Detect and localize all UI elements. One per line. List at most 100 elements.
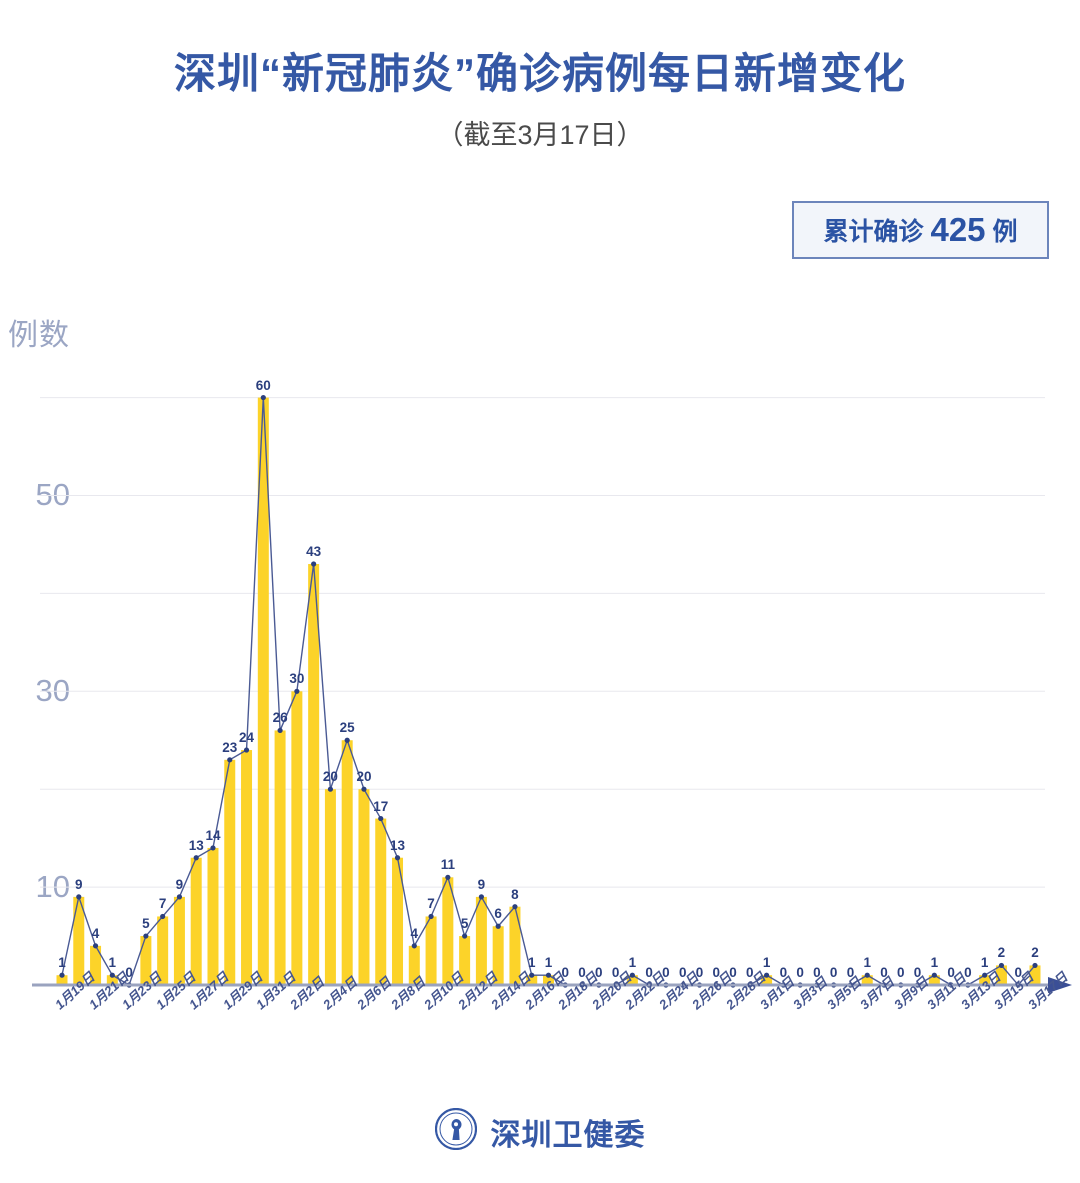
chart-bar xyxy=(358,789,370,985)
chart-bars xyxy=(56,397,1041,985)
data-value-label: 25 xyxy=(339,720,355,736)
data-point-marker xyxy=(143,933,149,939)
chart-bar xyxy=(308,564,320,985)
data-value-label: 0 xyxy=(645,965,653,980)
data-value-label: 0 xyxy=(829,965,838,980)
data-value-label: 0 xyxy=(712,965,721,980)
chart-bar xyxy=(626,975,638,985)
data-value-label: 13 xyxy=(390,837,406,853)
data-point-marker xyxy=(327,786,334,792)
data-point-marker xyxy=(210,845,216,851)
data-value-label: 1 xyxy=(527,955,536,971)
data-value-label: 14 xyxy=(205,827,221,843)
data-value-label: 1 xyxy=(762,955,771,971)
data-point-marker xyxy=(763,972,770,978)
shenzhen-health-commission-logo-icon xyxy=(434,1107,477,1155)
badge-prefix-label: 累计确诊 xyxy=(823,218,924,246)
data-value-label: 0 xyxy=(662,965,670,980)
chart-bar xyxy=(492,926,504,985)
data-value-label: 0 xyxy=(125,965,133,980)
data-point-marker xyxy=(92,943,99,949)
data-value-label: 1 xyxy=(628,955,637,971)
data-point-marker xyxy=(931,972,937,978)
data-point-marker xyxy=(109,972,115,978)
data-point-marker xyxy=(243,747,250,753)
chart-bar xyxy=(408,945,420,985)
data-value-label: 43 xyxy=(306,544,322,560)
chart-bar xyxy=(56,975,68,985)
data-value-label: 20 xyxy=(356,769,372,785)
chart-bar xyxy=(207,847,219,985)
data-point-marker xyxy=(462,933,468,939)
data-value-label: 0 xyxy=(779,965,788,980)
data-point-marker xyxy=(411,943,417,949)
data-value-label: 5 xyxy=(460,916,469,932)
x-axis-arrow-icon xyxy=(1048,977,1072,993)
data-value-label: 1 xyxy=(980,955,989,971)
data-point-marker xyxy=(378,815,384,822)
data-value-label: 7 xyxy=(158,896,167,912)
data-point-marker xyxy=(59,972,65,978)
data-point-marker xyxy=(982,972,988,978)
data-value-label: 1 xyxy=(58,955,66,971)
data-value-label: 1 xyxy=(108,955,117,971)
y-axis-tick-label: 30 xyxy=(35,673,70,709)
data-value-label: 26 xyxy=(272,710,288,726)
data-value-label: 4 xyxy=(410,925,419,941)
data-value-label: 23 xyxy=(222,739,238,755)
data-value-label: 2 xyxy=(1031,945,1039,961)
chart-bar xyxy=(526,975,538,985)
data-point-marker xyxy=(629,972,635,978)
chart-bar xyxy=(157,916,169,985)
chart-bar xyxy=(341,740,353,985)
chart-bar xyxy=(475,896,487,985)
data-point-marker xyxy=(361,786,367,792)
data-point-marker xyxy=(428,913,434,920)
data-value-label: 0 xyxy=(695,965,704,980)
data-value-label: 5 xyxy=(142,916,150,932)
data-value-label: 0 xyxy=(729,965,737,980)
data-value-label: 0 xyxy=(746,965,754,980)
data-value-label: 1 xyxy=(863,955,871,971)
data-value-label: 4 xyxy=(91,925,100,941)
data-value-label: 9 xyxy=(175,876,184,892)
data-value-label: 9 xyxy=(75,876,83,892)
data-value-label: 17 xyxy=(373,798,389,814)
data-value-label: 0 xyxy=(796,965,804,980)
chart-bar xyxy=(509,906,521,985)
chart-bar xyxy=(861,975,873,985)
chart-bar xyxy=(442,877,454,985)
data-point-marker xyxy=(512,904,518,910)
data-point-marker xyxy=(445,874,451,880)
chart-bar xyxy=(257,397,269,985)
chart-bar xyxy=(291,691,303,985)
data-value-label: 0 xyxy=(813,965,821,980)
page-subtitle: （截至3月17日） xyxy=(436,120,644,150)
data-value-label: 1 xyxy=(544,955,553,971)
data-value-label: 0 xyxy=(846,965,855,980)
chart-bar xyxy=(90,945,102,985)
data-value-label: 0 xyxy=(611,965,620,980)
data-value-label: 6 xyxy=(494,906,502,922)
data-value-label: 9 xyxy=(477,876,486,892)
data-point-marker xyxy=(545,972,552,978)
data-value-label: 7 xyxy=(427,896,435,912)
y-axis-title: 例数 xyxy=(8,319,70,352)
chart-bar xyxy=(375,818,387,985)
badge-suffix-label: 例 xyxy=(992,218,1018,246)
data-value-label: 0 xyxy=(947,965,955,980)
data-point-marker xyxy=(1032,962,1038,969)
footer-org-name: 深圳卫健委 xyxy=(490,1118,646,1152)
chart-bar xyxy=(324,789,336,985)
data-point-marker xyxy=(311,561,317,567)
data-value-label: 30 xyxy=(289,671,305,687)
data-value-label: 20 xyxy=(322,769,338,785)
data-value-label: 0 xyxy=(880,965,888,980)
chart-bar xyxy=(241,750,253,985)
chart-bar xyxy=(761,975,773,985)
chart-bar xyxy=(928,975,940,985)
data-point-marker xyxy=(478,894,484,900)
data-value-label: 0 xyxy=(964,965,972,980)
data-value-label: 0 xyxy=(1014,965,1022,980)
